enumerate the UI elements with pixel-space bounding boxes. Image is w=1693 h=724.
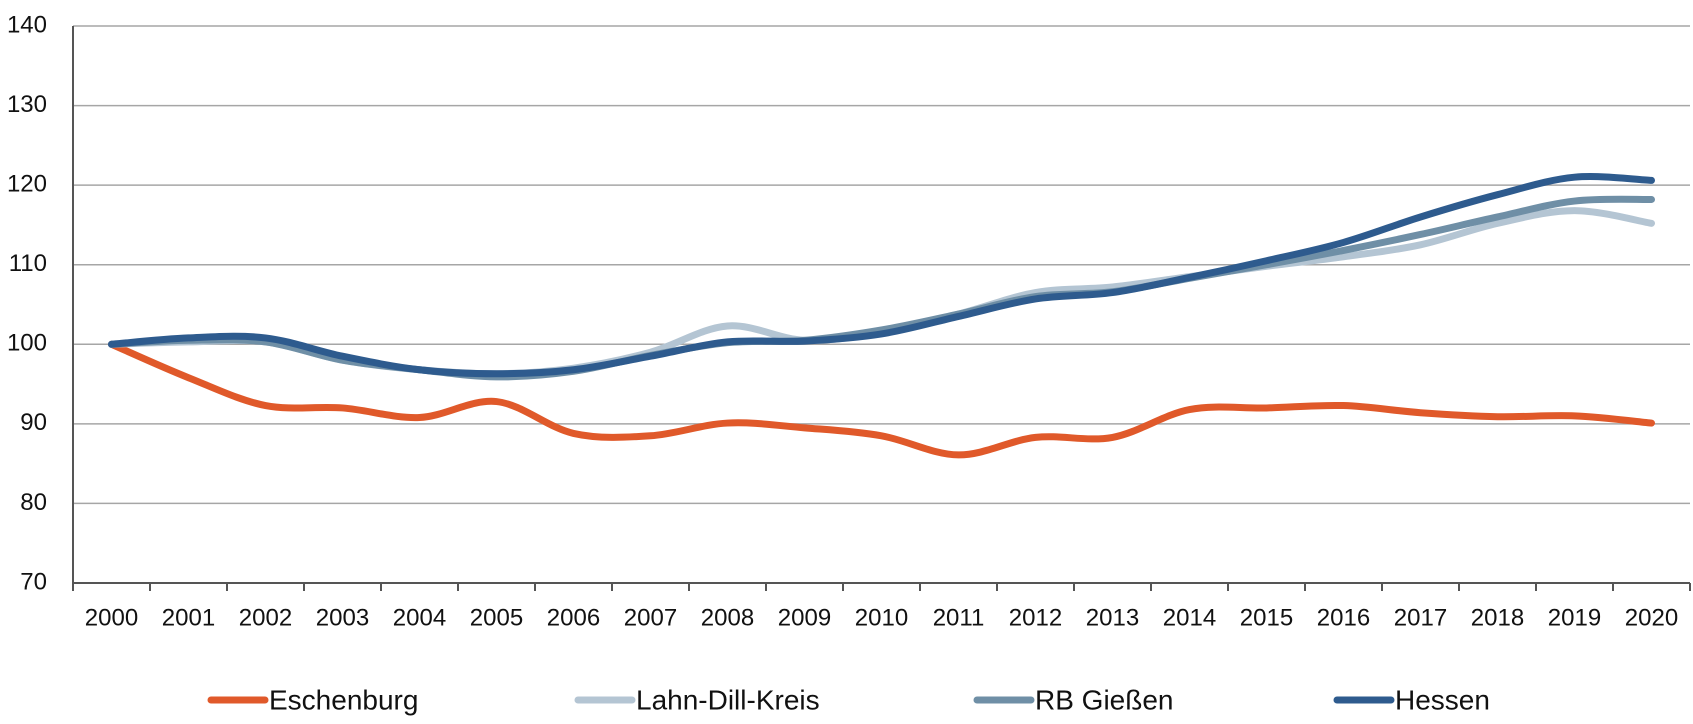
y-tick-label: 80 [20,489,47,516]
x-tick-label: 2017 [1394,604,1447,631]
legend-label: Eschenburg [269,684,418,715]
line-series [108,195,1655,381]
x-tick-label: 2020 [1625,604,1678,631]
x-tick-label: 2019 [1548,604,1601,631]
y-tick-label: 140 [7,11,47,38]
legend-label: Lahn-Dill-Kreis [636,684,820,715]
x-tick-label: 2016 [1317,604,1370,631]
y-tick-label: 100 [7,330,47,357]
y-tick-label: 120 [7,170,47,197]
x-tick-label: 2013 [1086,604,1139,631]
x-tick-label: 2009 [778,604,831,631]
x-tick-label: 2007 [624,604,677,631]
line-series [108,340,1655,459]
x-tick-label: 2004 [393,604,446,631]
y-tick-label: 70 [20,568,47,595]
y-tick-label: 130 [7,91,47,118]
line-series [108,173,1655,378]
x-tick-label: 2005 [470,604,523,631]
x-tick-label: 2015 [1240,604,1293,631]
x-tick-label: 2018 [1471,604,1524,631]
x-tick-label: 2010 [855,604,908,631]
y-tick-label: 110 [9,250,47,277]
x-tick-label: 2006 [547,604,600,631]
legend-label: RB Gießen [1035,684,1174,715]
legend-label: Hessen [1395,684,1490,715]
x-tick-label: 2003 [316,604,369,631]
x-tick-label: 2012 [1009,604,1062,631]
x-tick-label: 2008 [701,604,754,631]
x-tick-label: 2000 [85,604,138,631]
x-tick-label: 2002 [239,604,292,631]
y-tick-label: 90 [20,409,47,436]
x-tick-label: 2011 [933,604,985,631]
x-tick-label: 2001 [162,604,215,631]
x-tick-label: 2014 [1163,604,1216,631]
